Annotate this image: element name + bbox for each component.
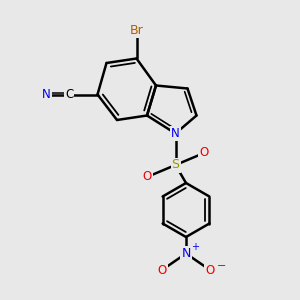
Text: N: N <box>42 88 51 101</box>
Text: N: N <box>181 247 191 260</box>
Text: O: O <box>142 170 152 184</box>
Text: O: O <box>206 263 214 277</box>
Text: N: N <box>171 127 180 140</box>
Text: +: + <box>191 242 199 252</box>
Text: O: O <box>200 146 208 160</box>
Text: O: O <box>158 263 166 277</box>
Text: −: − <box>217 261 226 272</box>
Text: Br: Br <box>130 23 143 37</box>
Text: S: S <box>172 158 179 172</box>
Text: C: C <box>65 88 73 101</box>
